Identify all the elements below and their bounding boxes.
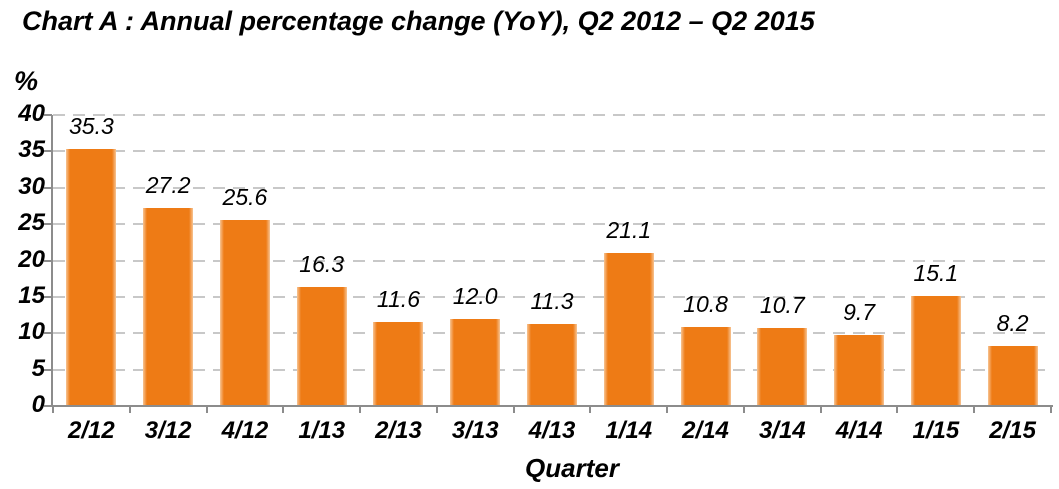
y-tick-mark (44, 332, 52, 335)
bar-value-label: 9.7 (843, 299, 876, 326)
bar-value-label: 11.3 (530, 287, 574, 314)
x-category-label-1/14: 1/14 (605, 417, 653, 444)
bar-fill (143, 208, 194, 406)
x-tick-mark (666, 406, 669, 413)
gridline-25 (53, 223, 1051, 226)
y-tick-label-20: 20 (18, 245, 45, 273)
bar-4/13 (527, 323, 577, 406)
bar-fill (450, 318, 501, 406)
y-tick-mark (44, 259, 52, 262)
bar-value-label: 21.1 (606, 216, 652, 243)
bar-fill (603, 252, 654, 406)
x-category-label-1/15: 1/15 (912, 417, 960, 444)
x-tick-mark (589, 406, 592, 413)
y-tick-mark (44, 114, 52, 116)
x-axis-title: Quarter (525, 453, 619, 483)
bar-value-label: 10.8 (683, 291, 728, 318)
x-tick-mark (973, 406, 976, 413)
y-tick-mark (44, 368, 52, 371)
gridline-30 (53, 186, 1051, 189)
bar-fill (680, 327, 731, 406)
y-tick-mark (44, 405, 52, 407)
bar-3/14 (757, 328, 808, 406)
x-category-label-4/13: 4/13 (528, 417, 576, 444)
y-tick-label-5: 5 (31, 354, 45, 382)
gridline-35 (53, 150, 1051, 153)
bar-value-label: 16.3 (299, 251, 345, 278)
bar-2/14 (680, 327, 731, 406)
bar-fill (527, 323, 577, 406)
x-tick-mark (52, 406, 54, 413)
y-tick-label-30: 30 (18, 172, 45, 200)
y-tick-mark (44, 295, 52, 298)
gridline-40 (53, 114, 1051, 116)
x-tick-mark (128, 406, 131, 413)
bar-fill (296, 287, 347, 406)
x-axis-line (51, 405, 1053, 407)
bar-fill (373, 321, 424, 406)
x-tick-mark (742, 406, 745, 413)
y-tick-label-10: 10 (18, 318, 45, 346)
x-tick-mark (512, 406, 515, 413)
bar-value-label: 15.1 (913, 260, 959, 287)
y-tick-mark (44, 186, 52, 189)
bar-value-label: 12.0 (452, 282, 498, 309)
bar-value-label: 10.7 (759, 292, 805, 319)
y-tick-label-0: 0 (31, 391, 45, 419)
x-category-label-2/12: 2/12 (68, 417, 115, 444)
chart-title: Chart A : Annual percentage change (YoY)… (22, 6, 815, 36)
bar-value-label: 11.6 (376, 285, 420, 312)
bar-2/15 (987, 346, 1038, 406)
bar-1/15 (910, 296, 961, 406)
x-tick-mark (819, 406, 822, 413)
y-tick-label-40: 40 (18, 100, 45, 128)
x-category-label-4/14: 4/14 (835, 417, 883, 444)
bar-fill (987, 346, 1038, 406)
x-tick-mark (435, 406, 438, 413)
bar-2/12 (66, 149, 117, 406)
bar-4/12 (219, 219, 270, 406)
bar-fill (66, 149, 117, 406)
gridline-15 (53, 295, 1051, 298)
y-axis-unit-label: % (14, 66, 39, 96)
x-tick-mark (896, 406, 899, 413)
x-category-label-4/12: 4/12 (221, 417, 269, 444)
x-tick-mark (359, 406, 362, 413)
x-category-label-2/13: 2/13 (375, 417, 422, 444)
bar-fill (834, 335, 885, 406)
y-tick-mark (44, 223, 52, 226)
bar-2/13 (373, 321, 424, 406)
plot-area: 35.3 27.2 25.6 16.3 11.6 12.0 11.3 21.1 10.8 10.7… (51, 113, 1053, 407)
y-tick-label-25: 25 (18, 209, 45, 237)
bar-fill (757, 328, 808, 406)
x-tick-mark (1050, 406, 1052, 413)
bar-1/13 (296, 287, 347, 406)
bar-3/13 (450, 318, 501, 406)
x-category-label-3/12: 3/12 (144, 417, 192, 444)
y-tick-label-35: 35 (18, 136, 45, 164)
bar-value-label: 25.6 (222, 183, 268, 210)
y-tick-label-15: 15 (18, 281, 45, 309)
bar-value-label: 8.2 (996, 310, 1029, 337)
x-tick-mark (282, 406, 285, 413)
x-tick-mark (205, 406, 208, 413)
x-category-label-3/13: 3/13 (451, 417, 499, 444)
bar-value-label: 35.3 (68, 113, 114, 140)
gridline-20 (53, 259, 1051, 262)
x-category-label-3/14: 3/14 (758, 417, 806, 444)
bar-fill (219, 219, 270, 406)
bar-value-label: 27.2 (145, 172, 191, 199)
bar-1/14 (603, 252, 654, 406)
bar-fill (910, 296, 961, 406)
x-category-label-2/15: 2/15 (989, 417, 1036, 444)
x-category-label-2/14: 2/14 (682, 417, 729, 444)
x-category-label-1/13: 1/13 (298, 417, 346, 444)
y-tick-mark (44, 150, 52, 153)
y-axis-line (51, 115, 53, 406)
bar-4/14 (834, 335, 885, 406)
bar-3/12 (143, 208, 194, 406)
